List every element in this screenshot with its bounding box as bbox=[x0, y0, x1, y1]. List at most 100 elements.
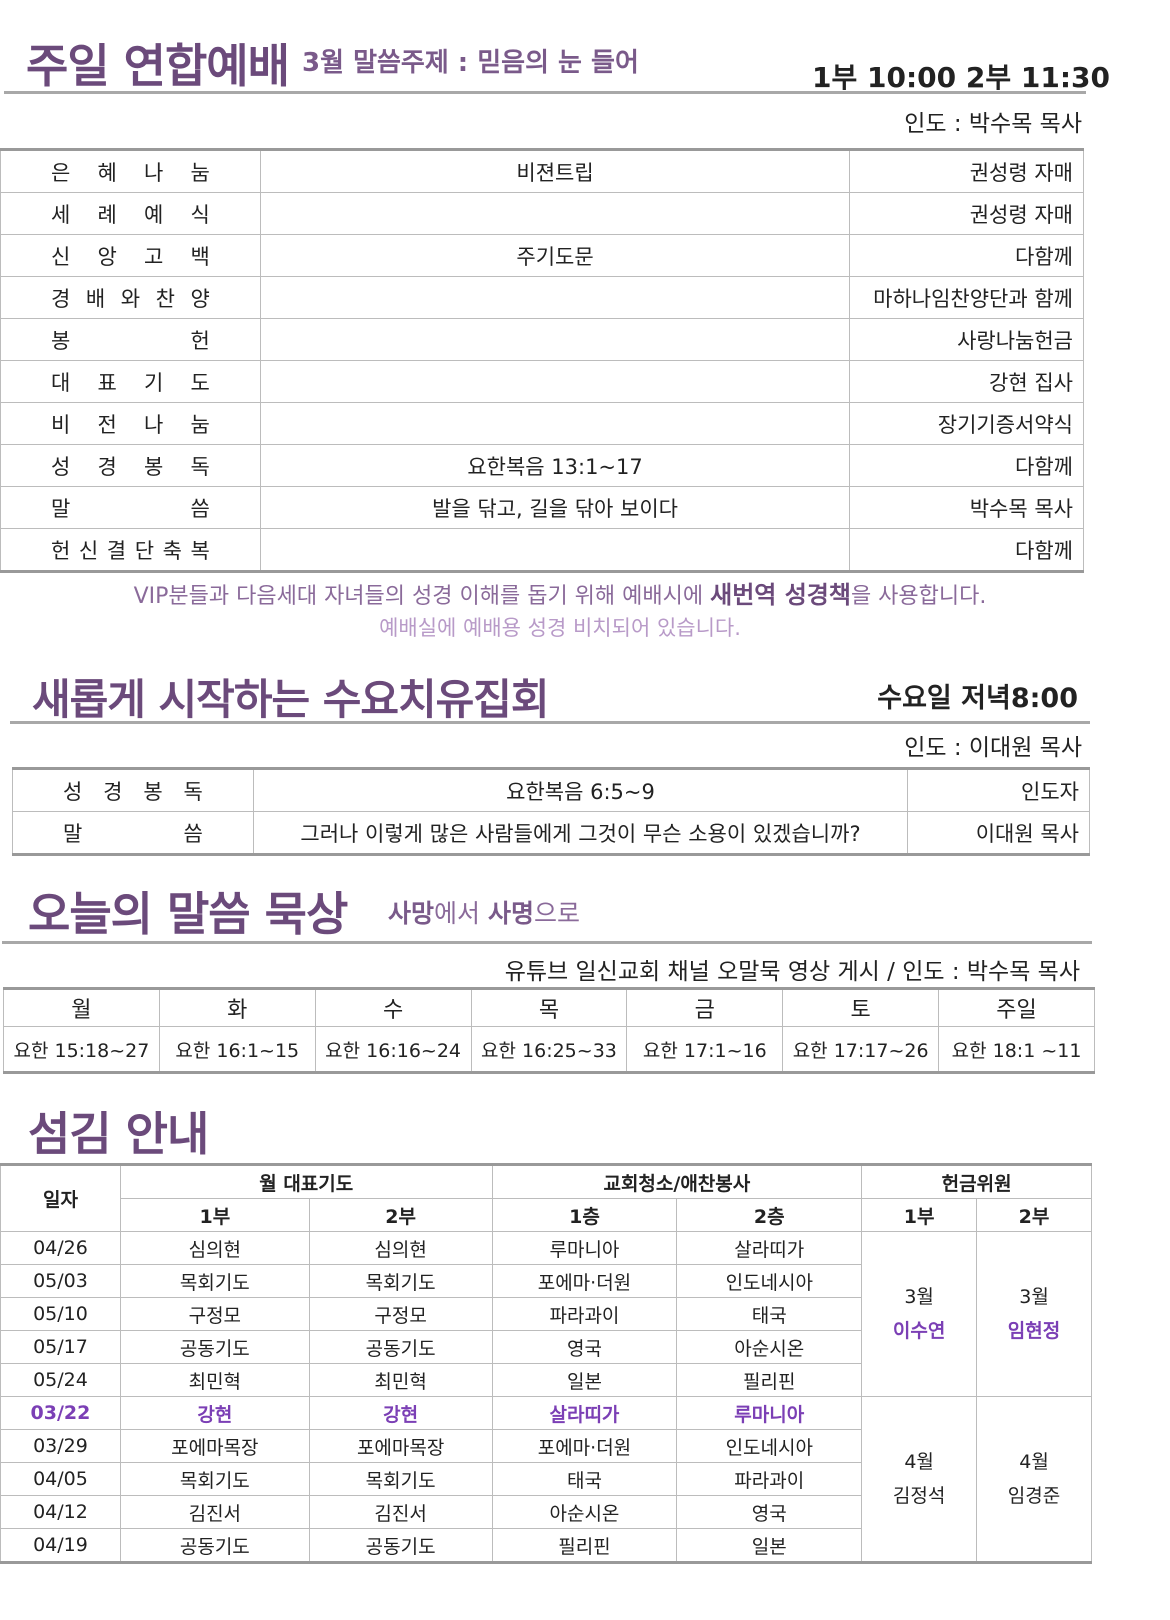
assignee-cell: 구정모 bbox=[308, 1297, 493, 1331]
assignee-cell: 목회기도 bbox=[308, 1264, 493, 1298]
assignee-cell: 살라띠가 bbox=[676, 1231, 863, 1265]
order-item: 세 례 예 식 bbox=[0, 192, 261, 235]
assignee-cell: 목회기도 bbox=[119, 1462, 310, 1496]
assignee-cell: 필리핀 bbox=[491, 1528, 678, 1563]
order-content bbox=[259, 276, 851, 319]
order-content: 주기도문 bbox=[259, 234, 851, 277]
day-reading: 요한 16:16~24 bbox=[314, 1026, 472, 1073]
day-reading: 요한 16:25~33 bbox=[470, 1026, 628, 1073]
order-item: 신 앙 고 백 bbox=[0, 234, 261, 277]
assignee-cell: 목회기도 bbox=[119, 1264, 310, 1298]
bible-note: VIP분들과 다음세대 자녀들의 성경 이해를 돕기 위해 예배시에 새번역 성… bbox=[0, 575, 1120, 610]
divider bbox=[4, 91, 1086, 94]
assignee-cell: 최민혁 bbox=[119, 1363, 310, 1397]
day-header: 주일 bbox=[938, 988, 1095, 1027]
date-cell: 05/17 bbox=[0, 1330, 121, 1364]
order-content bbox=[259, 192, 851, 235]
order-row: 성 경 봉 독 요한복음 13:1~17 다함께 bbox=[0, 444, 1084, 487]
assignee-cell: 공동기도 bbox=[308, 1330, 493, 1364]
offering-person: 이수연 bbox=[892, 1320, 946, 1342]
order-content: 비젼트립 bbox=[259, 149, 851, 193]
date-cell: 05/24 bbox=[0, 1363, 121, 1397]
order-content bbox=[259, 360, 851, 403]
order-row: 말 씀 그러나 이렇게 많은 사람들에게 그것이 무슨 소용이 있겠습니까? 이대원… bbox=[12, 811, 1090, 855]
divider bbox=[2, 941, 1092, 944]
day-reading: 요한 18:1 ~11 bbox=[938, 1026, 1095, 1073]
order-item: 헌 신 결 단 축 복 bbox=[0, 528, 261, 572]
header-offering: 헌금위원 bbox=[861, 1164, 1092, 1199]
assignee-cell: 최민혁 bbox=[308, 1363, 493, 1397]
order-person: 이대원 목사 bbox=[907, 811, 1090, 855]
order-item: 은 혜 나 눔 bbox=[0, 149, 261, 193]
day-reading: 요한 15:18~27 bbox=[3, 1026, 160, 1073]
assignee-cell: 파라과이 bbox=[491, 1297, 678, 1331]
assignee-cell: 강현 bbox=[119, 1396, 310, 1430]
divider bbox=[10, 721, 1090, 724]
sunday-order-table: 은 혜 나 눔 비젼트립 권성령 자매 세 례 예 식 권성령 자매 신 앙 고 백 주기도… bbox=[0, 148, 1084, 573]
date-cell: 04/26 bbox=[0, 1231, 121, 1265]
order-person: 강현 집사 bbox=[849, 360, 1084, 403]
assignee-cell: 강현 bbox=[308, 1396, 493, 1430]
day-header: 화 bbox=[158, 988, 316, 1027]
order-row: 신 앙 고 백 주기도문 다함께 bbox=[0, 234, 1084, 277]
schedule-row: 03/29 포에마목장 포에마목장 포에마·더원 인도네시아 bbox=[0, 1429, 1092, 1463]
assignee-cell: 파라과이 bbox=[676, 1462, 863, 1496]
day-reading: 요한 16:1~15 bbox=[158, 1026, 316, 1073]
note-text: 을 사용합니다. bbox=[850, 584, 987, 609]
day-header: 금 bbox=[626, 988, 784, 1027]
service-title: 섬김 안내 bbox=[28, 1107, 209, 1161]
order-item: 경 배 와 찬 양 bbox=[0, 276, 261, 319]
schedule-row: 04/19 공동기도 공동기도 필리핀 일본 bbox=[0, 1528, 1092, 1563]
order-content: 요한복음 6:5~9 bbox=[252, 768, 909, 812]
wednesday-time: 수요일 저녁8:00 bbox=[877, 683, 1078, 714]
assignee-cell: 영국 bbox=[676, 1495, 863, 1529]
assignee-cell: 공동기도 bbox=[119, 1528, 310, 1563]
day-header: 목 bbox=[470, 988, 628, 1027]
subtitle-part: 사명 bbox=[487, 899, 534, 928]
meditation-title: 오늘의 말씀 묵상 bbox=[28, 887, 348, 941]
assignee-cell: 필리핀 bbox=[676, 1363, 863, 1397]
schedule-row: 05/03 목회기도 목회기도 포에마·더원 인도네시아 bbox=[0, 1264, 1092, 1298]
month: 4월 bbox=[1019, 1451, 1049, 1473]
month: 4월 bbox=[904, 1451, 934, 1473]
note-text: VIP분들과 다음세대 자녀들의 성경 이해를 돕기 위해 예배시에 bbox=[133, 584, 711, 609]
assignee-cell: 루마니아 bbox=[676, 1396, 863, 1430]
meditation-note: 유튜브 일신교회 채널 오말묵 영상 게시 / 인도 : 박수목 목사 bbox=[504, 959, 1080, 985]
order-item: 봉 헌 bbox=[0, 318, 261, 361]
assignee-cell: 목회기도 bbox=[308, 1462, 493, 1496]
assignee-cell: 구정모 bbox=[119, 1297, 310, 1331]
order-person: 장기기증서약식 bbox=[849, 402, 1084, 445]
schedule-row: 05/10 구정모 구정모 파라과이 태국 bbox=[0, 1297, 1092, 1331]
order-person: 권성령 자매 bbox=[849, 192, 1084, 235]
order-person: 권성령 자매 bbox=[849, 149, 1084, 193]
subtitle-part: 에서 bbox=[434, 899, 488, 928]
order-person: 다함께 bbox=[849, 234, 1084, 277]
header-1bu: 1부 bbox=[119, 1198, 310, 1232]
subtitle-part: 으로 bbox=[533, 899, 580, 928]
sunday-times: 1부 10:00 2부 11:30 bbox=[812, 61, 1110, 94]
order-row: 은 혜 나 눔 비젼트립 권성령 자매 bbox=[0, 149, 1084, 193]
day-reading: 요한 17:17~26 bbox=[782, 1026, 940, 1073]
order-person: 마하나임찬양단과 함께 bbox=[849, 276, 1084, 319]
assignee-cell: 살라띠가 bbox=[491, 1396, 678, 1430]
date-cell: 04/19 bbox=[0, 1528, 121, 1563]
note-highlight: 새번역 성경책 bbox=[710, 581, 851, 609]
assignee-cell: 김진서 bbox=[119, 1495, 310, 1529]
day-header: 수 bbox=[314, 988, 472, 1027]
assignee-cell: 인도네시아 bbox=[676, 1429, 863, 1463]
wednesday-table: 성 경 봉 독 요한복음 6:5~9 인도자 말 씀 그러나 이렇게 많은 사람들에게 … bbox=[12, 767, 1090, 856]
order-person: 다함께 bbox=[849, 444, 1084, 487]
order-content bbox=[259, 402, 851, 445]
assignee-cell: 영국 bbox=[491, 1330, 678, 1364]
wednesday-title: 새롭게 시작하는 수요치유집회 bbox=[32, 675, 550, 724]
sunday-leader: 인도 : 박수목 목사 bbox=[904, 111, 1082, 137]
offering-person: 임경준 bbox=[1007, 1485, 1061, 1507]
order-item: 성 경 봉 독 bbox=[0, 444, 261, 487]
schedule-row: 04/26 심의현 심의현 루마니아 살라띠가 3월 이수연 3월 임현정 bbox=[0, 1231, 1092, 1397]
offering-person: 김정석 bbox=[892, 1485, 946, 1507]
date-cell: 04/12 bbox=[0, 1495, 121, 1529]
schedule-row: 03/22 강현 강현 살라띠가 루마니아 4월 김정석 4월 임경준 bbox=[0, 1396, 1092, 1563]
order-content: 발을 닦고, 길을 닦아 보이다 bbox=[259, 486, 851, 529]
assignee-cell: 포에마·더원 bbox=[491, 1264, 678, 1298]
